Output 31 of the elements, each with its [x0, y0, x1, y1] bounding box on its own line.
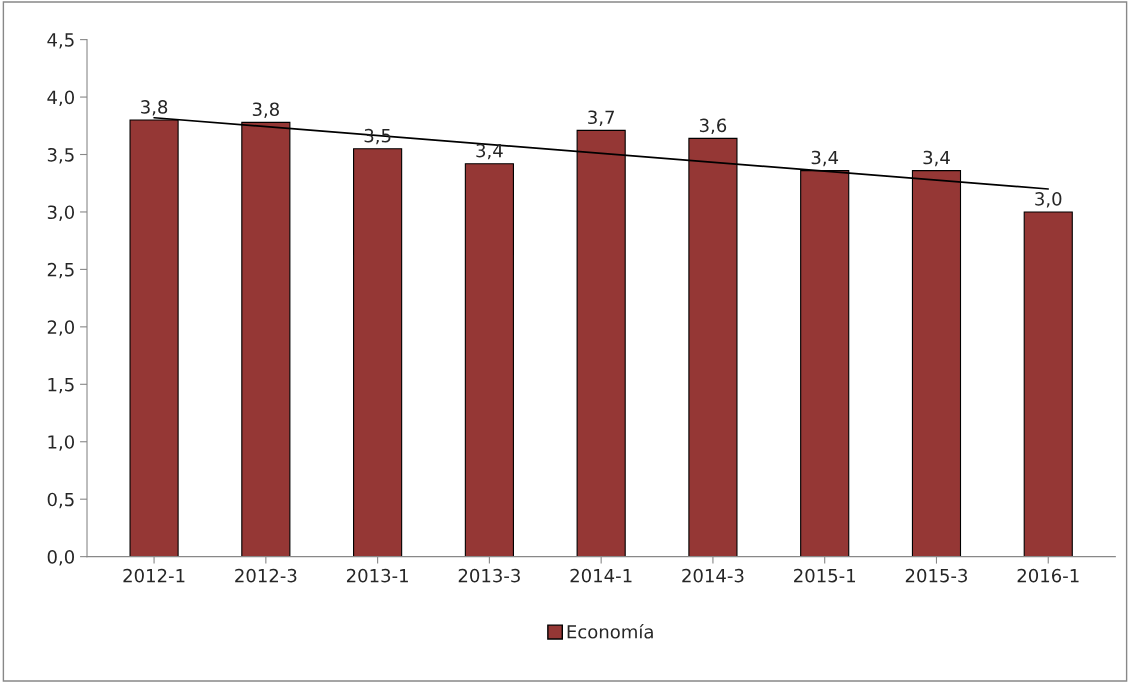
- bar: [353, 148, 403, 557]
- y-tick-label: 3,0: [47, 205, 75, 221]
- data-label: 3,4: [923, 150, 950, 167]
- x-tick-label: 2013-1: [346, 568, 408, 583]
- x-tick-label: 2014-1: [570, 568, 632, 583]
- x-tick-label: 2012-3: [235, 568, 297, 583]
- x-tick-label: 2015-1: [794, 568, 856, 583]
- bar: [464, 163, 514, 557]
- data-label: 3,6: [699, 118, 727, 134]
- data-label: 3,0: [1035, 192, 1062, 208]
- y-tick-label: 0,0: [47, 550, 75, 566]
- data-label: 3,8: [141, 100, 168, 116]
- y-tick-label: 4,0: [47, 90, 75, 107]
- x-tick-label: 2012-1: [123, 568, 185, 583]
- y-tick-label: 3,5: [47, 147, 74, 164]
- data-label: 3,4: [811, 150, 839, 167]
- x-tick-label: 2015-3: [905, 568, 967, 583]
- y-tick-label: 0,5: [47, 492, 74, 509]
- data-label: 3,4: [476, 143, 503, 160]
- y-tick-label: 1,0: [48, 435, 75, 451]
- y-tick-label: 1,5: [48, 378, 74, 394]
- legend-label: Economía: [567, 623, 653, 639]
- bar: [1023, 211, 1073, 557]
- y-tick-label: 2,5: [47, 262, 74, 279]
- x-tick-label: 2014-3: [682, 568, 744, 583]
- y-tick-label: 2,0: [47, 320, 75, 336]
- data-label: 3,8: [252, 102, 279, 118]
- data-label: 3,7: [588, 110, 614, 126]
- x-tick-label: 2013-3: [458, 568, 520, 583]
- y-tick-label: 4,5: [47, 33, 74, 49]
- x-tick-label: 2016-1: [1017, 568, 1079, 583]
